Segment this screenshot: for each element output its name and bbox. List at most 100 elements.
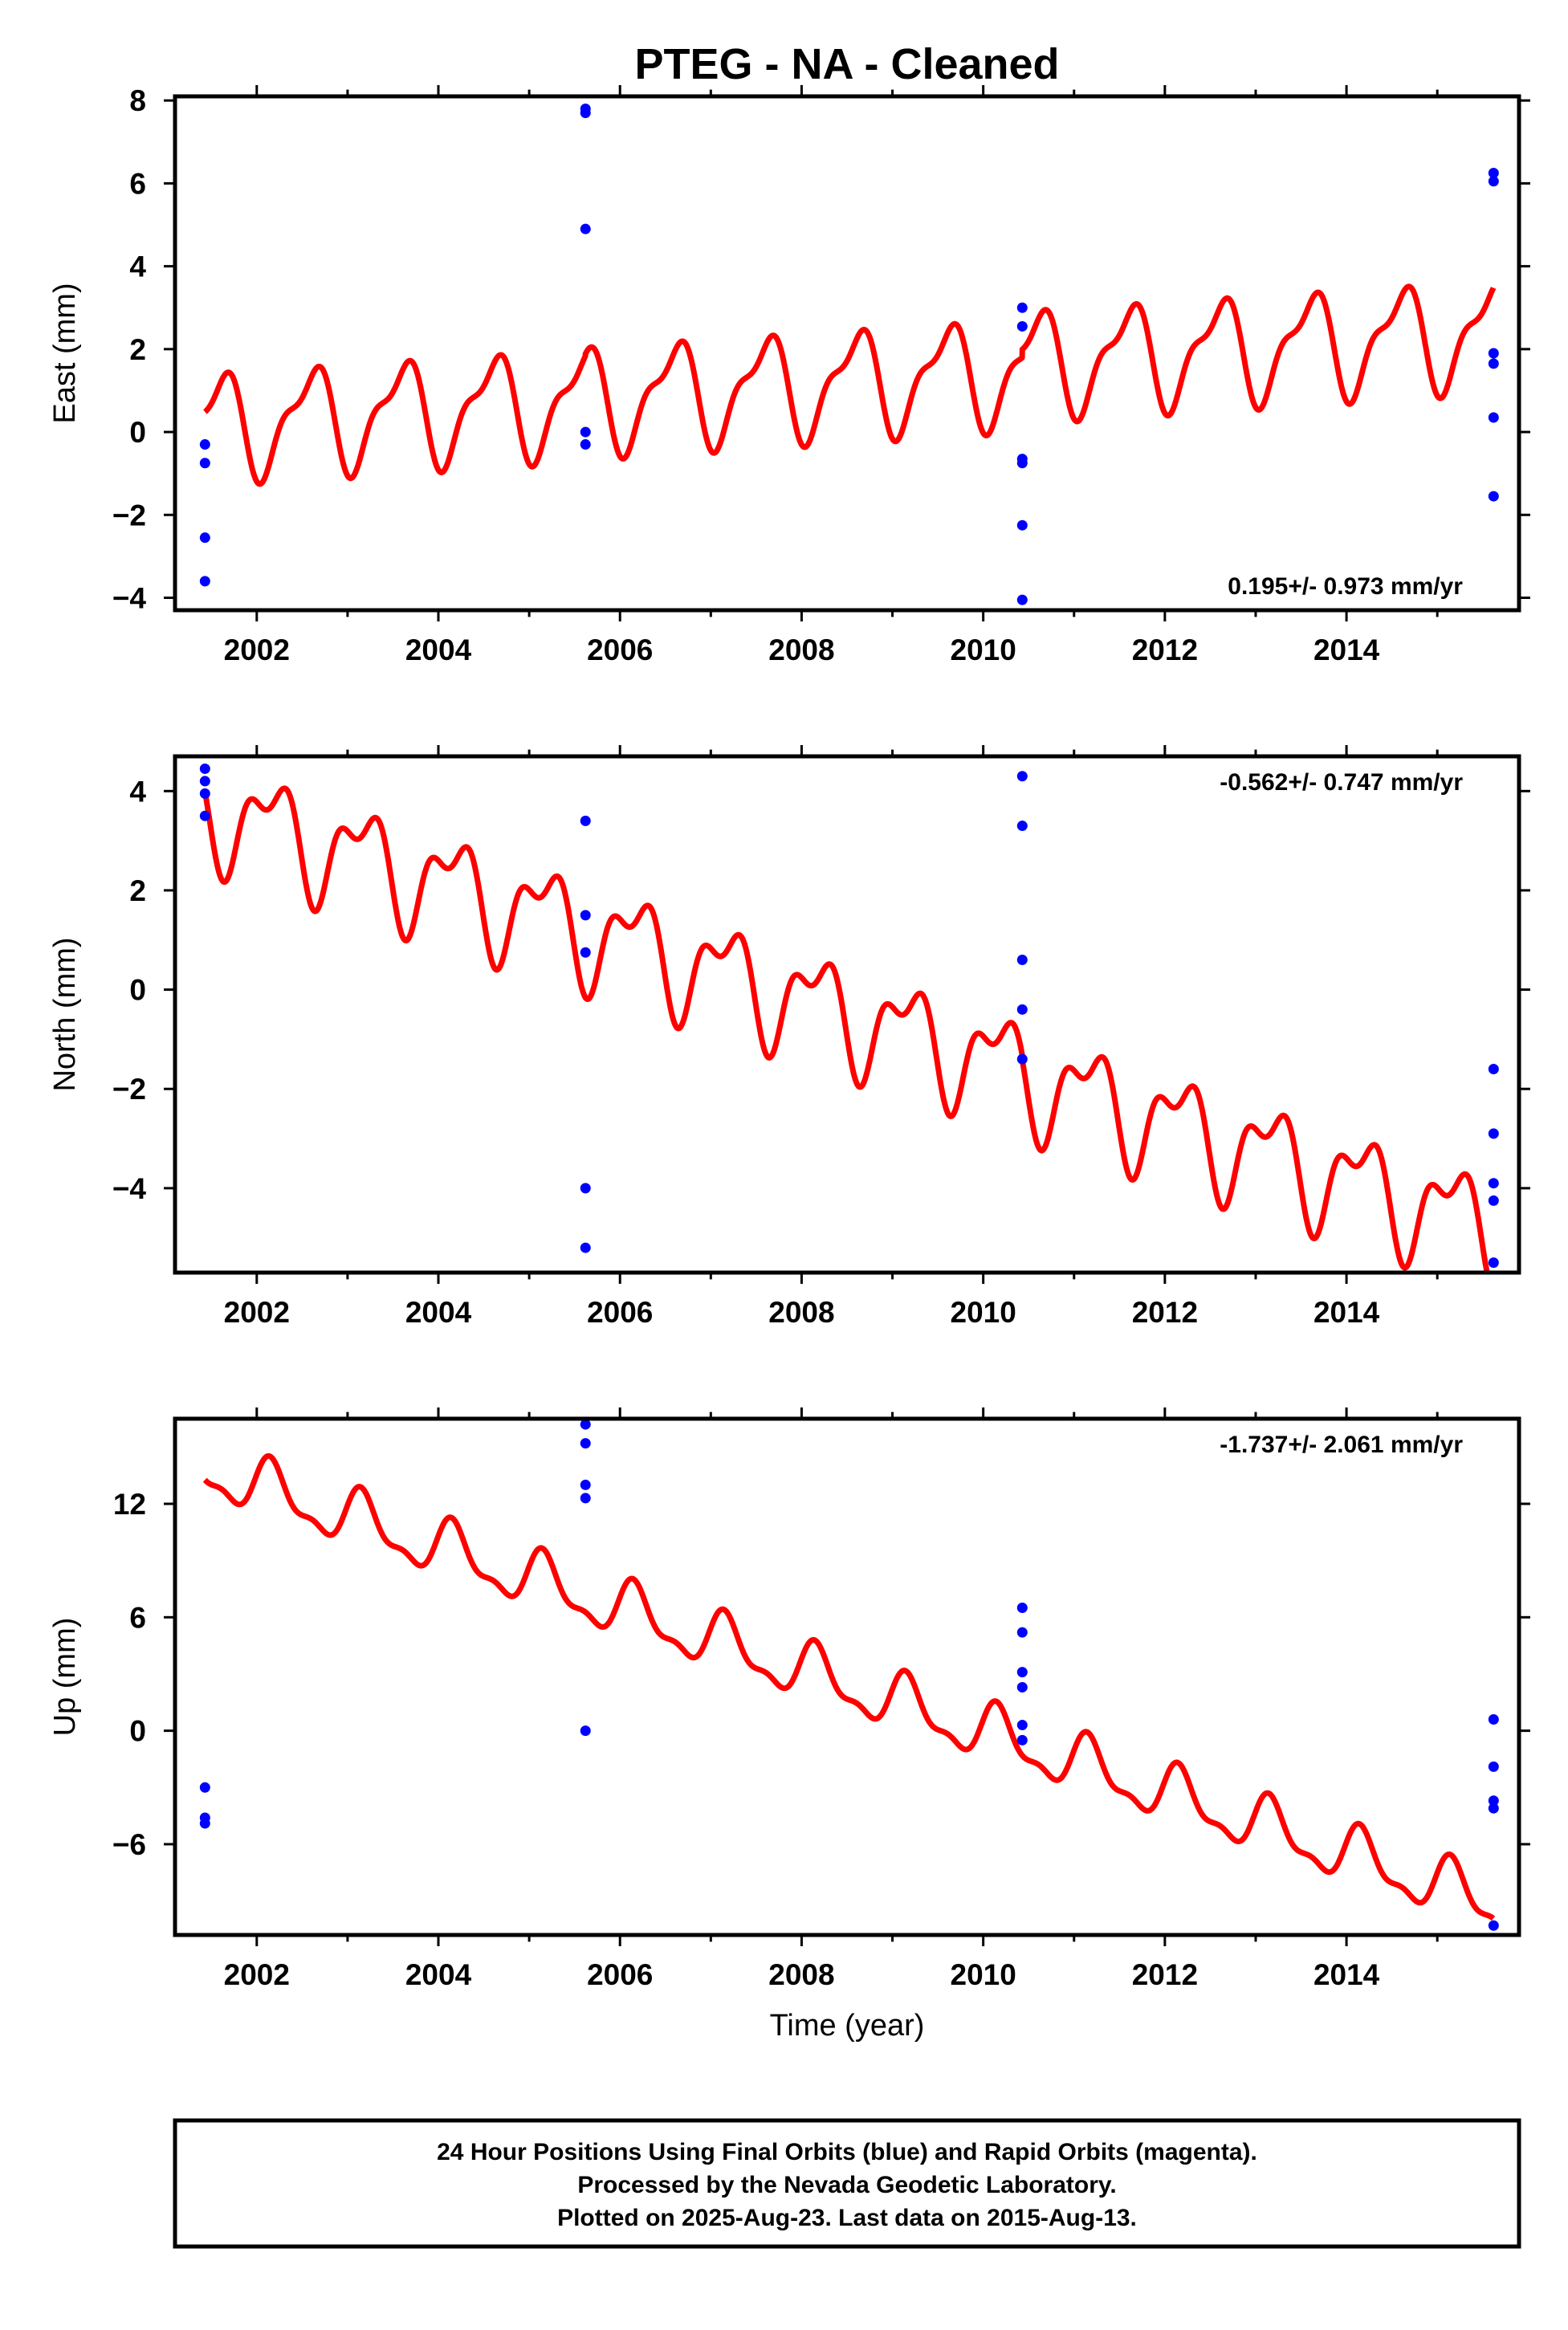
up-data-point bbox=[1016, 1603, 1028, 1614]
east-y-axis-label: East (mm) bbox=[48, 283, 82, 423]
east-data-point bbox=[1488, 491, 1499, 502]
east-rate-label: 0.195+/- 0.973 mm/yr bbox=[1228, 573, 1463, 600]
x-axis-label: Time (year) bbox=[770, 2009, 925, 2043]
north-fit-line bbox=[202, 785, 1490, 1273]
north-data-point bbox=[199, 788, 210, 799]
north-data-point bbox=[1016, 954, 1028, 965]
east-y-tick-label: 8 bbox=[129, 84, 146, 117]
up-x-tick-label: 2012 bbox=[1132, 1958, 1198, 1991]
north-plot-frame bbox=[173, 754, 1521, 1275]
up-data-point bbox=[580, 1479, 591, 1490]
north-data-point bbox=[1016, 1053, 1028, 1065]
east-data-point bbox=[580, 426, 591, 438]
up-data-point bbox=[199, 1782, 210, 1793]
up-fit-line bbox=[202, 1452, 1497, 1921]
east-data-point bbox=[1488, 167, 1499, 178]
north-x-tick-label: 2014 bbox=[1313, 1296, 1380, 1329]
up-y-axis-label: Up (mm) bbox=[48, 1618, 82, 1737]
east-data-point bbox=[580, 439, 591, 450]
up-x-tick-label: 2002 bbox=[224, 1958, 290, 1991]
north-y-tick-label: −2 bbox=[112, 1073, 146, 1106]
up-y-tick-label: 0 bbox=[129, 1715, 146, 1748]
up-x-tick-label: 2008 bbox=[768, 1958, 834, 1991]
east-data-point bbox=[1488, 358, 1499, 369]
east-data-point bbox=[1016, 302, 1028, 313]
east-data-point bbox=[1016, 458, 1028, 469]
north-x-tick-label: 2004 bbox=[405, 1296, 472, 1329]
north-panel: North (mm) 2002 2004 2006 2008 2010 2012 2014 −4… bbox=[48, 745, 1530, 1329]
up-panel: Up (mm) 2002 2004 2006 2008 2010 2012 2014 −6 0 6 1… bbox=[48, 1407, 1530, 1991]
east-plot-frame bbox=[173, 94, 1521, 613]
north-data-point bbox=[1488, 1128, 1499, 1139]
up-data-point bbox=[580, 1438, 591, 1449]
north-data-point bbox=[1488, 1257, 1499, 1269]
up-y-tick-label: 6 bbox=[129, 1601, 146, 1634]
east-fit-line bbox=[202, 283, 1497, 487]
footer-line-2: Processed by the Nevada Geodetic Laborat… bbox=[577, 2172, 1116, 2198]
north-y-axis-label: North (mm) bbox=[48, 937, 82, 1091]
east-data-point bbox=[580, 108, 591, 119]
east-panel: East (mm) 2002 2004 2006 2008 2010 2012 2014 −4 −… bbox=[48, 84, 1530, 666]
up-y-tick-label: 12 bbox=[113, 1488, 146, 1521]
north-y-tick-label: 2 bbox=[129, 874, 146, 907]
east-x-tick-label: 2012 bbox=[1132, 633, 1198, 666]
north-data-point bbox=[1488, 1178, 1499, 1189]
footer-frame bbox=[173, 2118, 1521, 2249]
east-y-tick-label: −2 bbox=[112, 499, 146, 532]
east-x-tick-label: 2014 bbox=[1313, 633, 1380, 666]
east-x-tick-label: 2006 bbox=[587, 633, 653, 666]
east-y-tick-label: −4 bbox=[112, 582, 147, 615]
east-x-tick-label: 2010 bbox=[951, 633, 1016, 666]
north-data-point bbox=[580, 1183, 591, 1194]
east-data-point bbox=[1488, 348, 1499, 359]
north-data-point bbox=[199, 776, 210, 787]
up-data-point bbox=[1488, 1920, 1499, 1931]
east-x-tick-label: 2002 bbox=[224, 633, 290, 666]
up-data-point bbox=[1488, 1795, 1499, 1807]
east-data-point bbox=[1016, 320, 1028, 332]
north-plot-area bbox=[199, 763, 1499, 1273]
east-data-point bbox=[1488, 412, 1499, 423]
up-plot-frame bbox=[173, 1416, 1521, 1937]
up-data-point bbox=[199, 1818, 210, 1829]
up-x-tick-label: 2010 bbox=[951, 1958, 1016, 1991]
up-data-point bbox=[1488, 1761, 1499, 1772]
up-data-point bbox=[580, 1493, 591, 1504]
up-data-point bbox=[580, 1725, 591, 1737]
up-data-point bbox=[1016, 1627, 1028, 1638]
footer-line-1: 24 Hour Positions Using Final Orbits (bl… bbox=[437, 2139, 1257, 2165]
chart-title: PTEG - NA - Cleaned bbox=[634, 40, 1059, 88]
east-x-tick-label: 2004 bbox=[405, 633, 472, 666]
north-data-point bbox=[1488, 1195, 1499, 1206]
north-data-point bbox=[199, 763, 210, 774]
north-y-tick-label: 0 bbox=[129, 974, 146, 1007]
north-data-point bbox=[580, 815, 591, 826]
up-data-point bbox=[580, 1419, 591, 1430]
up-data-point bbox=[1488, 1713, 1499, 1725]
east-y-tick-label: 2 bbox=[129, 333, 146, 366]
north-data-point bbox=[199, 810, 210, 821]
north-data-point bbox=[1016, 821, 1028, 832]
north-x-tick-label: 2012 bbox=[1132, 1296, 1198, 1329]
up-x-tick-label: 2006 bbox=[587, 1958, 653, 1991]
north-x-tick-label: 2002 bbox=[224, 1296, 290, 1329]
up-data-point bbox=[1488, 1802, 1499, 1814]
north-data-point bbox=[1488, 1064, 1499, 1075]
east-y-tick-label: 4 bbox=[129, 251, 146, 283]
east-data-point bbox=[199, 458, 210, 469]
east-data-point bbox=[1016, 594, 1028, 605]
north-data-point bbox=[580, 947, 591, 958]
up-data-point bbox=[1016, 1667, 1028, 1678]
north-x-tick-label: 2010 bbox=[951, 1296, 1016, 1329]
north-data-point bbox=[1016, 1004, 1028, 1015]
east-plot-area bbox=[199, 103, 1499, 605]
up-y-tick-label: −6 bbox=[112, 1828, 146, 1861]
east-y-tick-label: 6 bbox=[129, 167, 146, 200]
up-plot-area bbox=[199, 1419, 1499, 1931]
north-y-tick-label: −4 bbox=[112, 1172, 147, 1205]
north-rate-label: -0.562+/- 0.747 mm/yr bbox=[1220, 769, 1463, 796]
up-data-point bbox=[1016, 1681, 1028, 1693]
up-data-point bbox=[1016, 1720, 1028, 1731]
